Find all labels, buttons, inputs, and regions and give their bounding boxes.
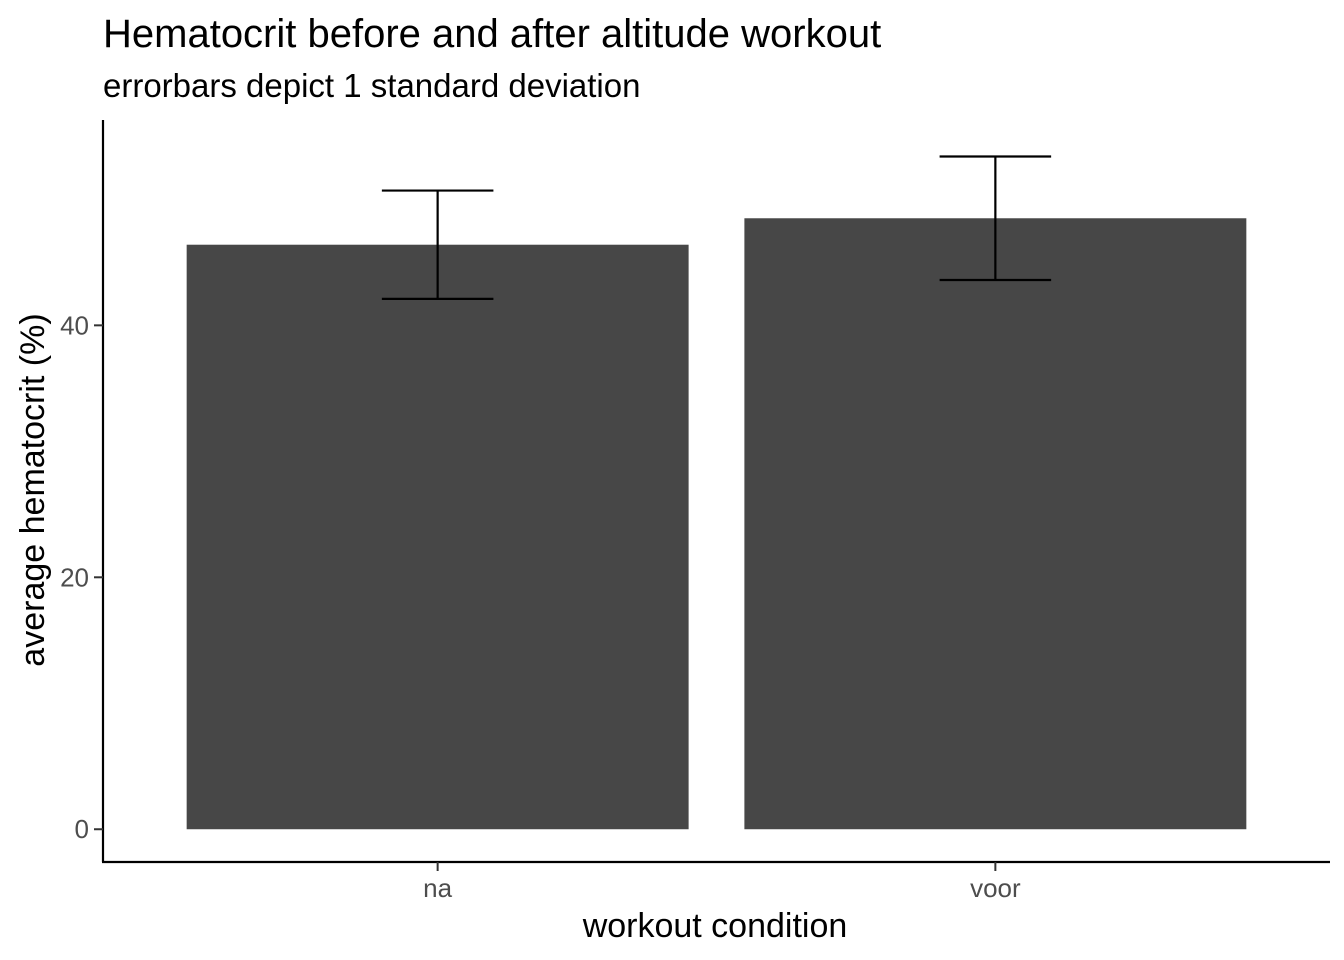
chart-subtitle: errorbars depict 1 standard deviation [103, 67, 640, 104]
errorbars-layer [381, 155, 1052, 300]
x-tick-label-voor: voor [970, 873, 1021, 903]
bar-voor [744, 218, 1247, 830]
x-tick-label-na: na [423, 873, 452, 903]
y-tick-label-40: 40 [60, 310, 89, 340]
bars-layer [186, 218, 1247, 830]
bar-na [186, 244, 689, 830]
y-tick-label-0: 0 [75, 814, 89, 844]
chart-title: Hematocrit before and after altitude wor… [103, 12, 881, 56]
y-ticks-layer: 0 20 40 [60, 310, 103, 844]
x-ticks-layer: na voor [423, 862, 1021, 903]
y-tick-label-20: 20 [60, 562, 89, 592]
x-axis-title: workout condition [582, 907, 848, 945]
y-axis-title: average hematocrit (%) [14, 313, 52, 666]
